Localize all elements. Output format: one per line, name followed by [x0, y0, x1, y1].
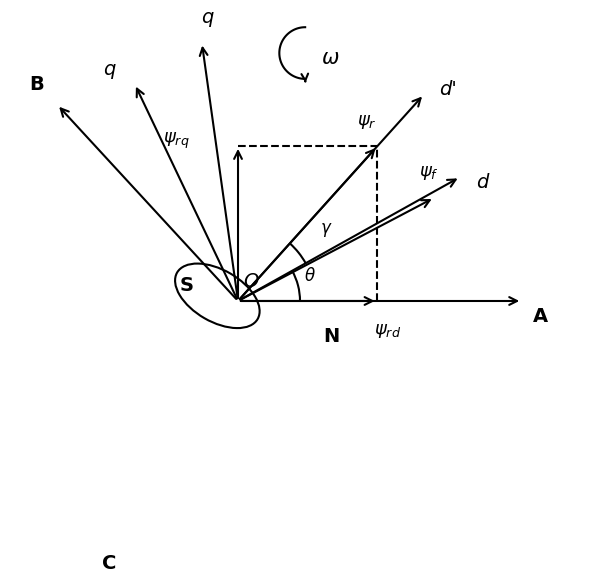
Text: d': d': [439, 80, 457, 98]
Text: $\psi_r$: $\psi_r$: [357, 113, 377, 130]
Text: q: q: [103, 60, 115, 79]
Text: $\theta$: $\theta$: [304, 267, 316, 286]
Text: N: N: [323, 327, 339, 346]
Text: $\psi_{rd}$: $\psi_{rd}$: [374, 321, 401, 340]
Text: A: A: [532, 307, 548, 326]
Text: B: B: [29, 75, 44, 94]
Text: $\gamma$: $\gamma$: [320, 221, 332, 239]
Text: O: O: [243, 271, 259, 291]
Text: $\psi_f$: $\psi_f$: [419, 164, 439, 182]
Text: $\omega$: $\omega$: [320, 48, 339, 68]
Text: d: d: [476, 172, 488, 192]
Text: C: C: [101, 554, 116, 569]
Text: q: q: [201, 8, 213, 27]
Text: S: S: [179, 276, 193, 295]
Text: $\psi_{rq}$: $\psi_{rq}$: [163, 131, 190, 151]
